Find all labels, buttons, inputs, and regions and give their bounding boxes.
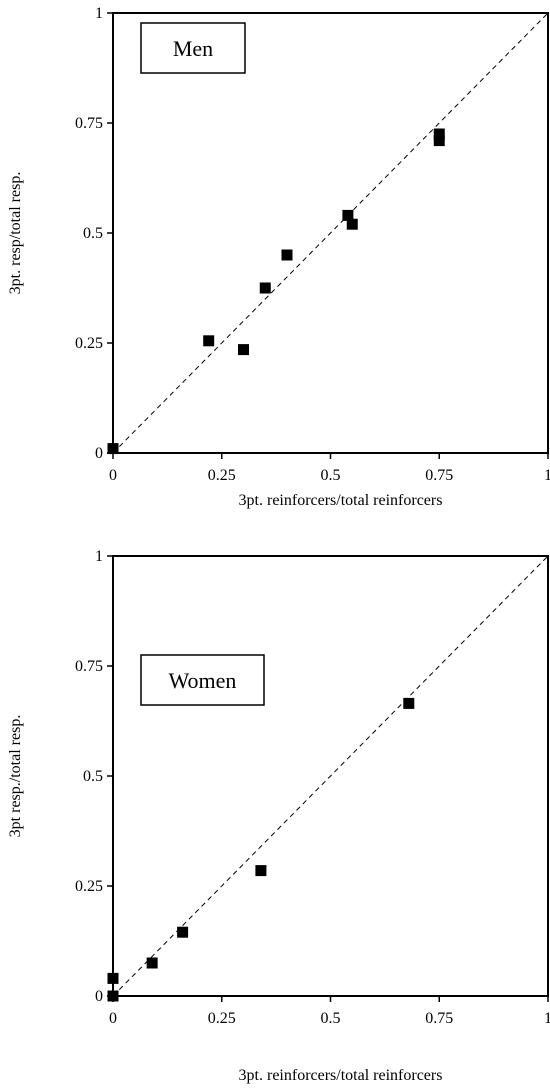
panel-label: Men — [173, 36, 213, 61]
x-axis-label: 3pt. reinforcers/total reinforcers — [239, 492, 443, 509]
x-tick-label: 0.75 — [425, 1010, 453, 1027]
data-point — [107, 990, 119, 1002]
x-tick-label: 1 — [544, 1010, 550, 1027]
x-tick-label: 0.75 — [425, 467, 453, 484]
panel-label: Women — [169, 668, 237, 693]
data-point — [255, 865, 267, 877]
y-tick-label: 0.75 — [75, 658, 103, 675]
y-axis-label: 3pt. resp/total resp. — [7, 172, 24, 295]
y-tick-label: 1 — [95, 548, 103, 565]
data-point — [146, 957, 158, 969]
reference-line — [112, 555, 549, 997]
data-point — [281, 249, 293, 261]
y-tick-label: 0 — [95, 988, 103, 1005]
data-point — [238, 344, 249, 356]
data-point — [107, 443, 119, 455]
data-point — [259, 282, 271, 294]
x-tick-label: 1 — [544, 467, 550, 484]
y-tick-label: 0.25 — [75, 878, 103, 895]
reference-line — [112, 12, 549, 454]
chart-panel-0: 0 0.25 0.5 0.75 1 0 0.25 0.5 0.75 1 Men 3pt. reinfo… — [7, 5, 550, 509]
x-tick-label: 0.25 — [208, 467, 236, 484]
data-point — [203, 335, 215, 347]
y-tick-label: 0 — [95, 445, 103, 462]
x-tick-label: 0 — [109, 467, 117, 484]
data-point — [433, 135, 445, 147]
y-tick-label: 0.5 — [83, 225, 103, 242]
data-point — [433, 128, 445, 140]
data-point — [346, 218, 358, 230]
x-tick-label: 0.5 — [321, 1010, 341, 1027]
y-tick-label: 1 — [95, 5, 103, 22]
data-point — [107, 972, 119, 984]
y-tick-label: 0.25 — [75, 335, 103, 352]
y-tick-label: 0.75 — [75, 115, 103, 132]
x-tick-label: 0.5 — [321, 467, 341, 484]
x-tick-label: 0 — [109, 1010, 117, 1027]
x-axis-label: 3pt. reinforcers/total reinforcers — [239, 1067, 443, 1084]
panel-label-box — [140, 654, 265, 706]
panel-label-box — [140, 22, 246, 74]
y-tick-label: 0.5 — [83, 768, 103, 785]
data-point — [177, 926, 189, 938]
data-point — [403, 697, 415, 709]
chart-panel-1: 0 0.25 0.5 0.75 1 0 0.25 0.5 0.75 1 Women 3pt. rein… — [7, 548, 550, 1084]
x-tick-label: 0.25 — [208, 1010, 236, 1027]
y-axis-label: 3pt resp./total resp. — [7, 715, 24, 838]
data-point — [342, 209, 354, 221]
